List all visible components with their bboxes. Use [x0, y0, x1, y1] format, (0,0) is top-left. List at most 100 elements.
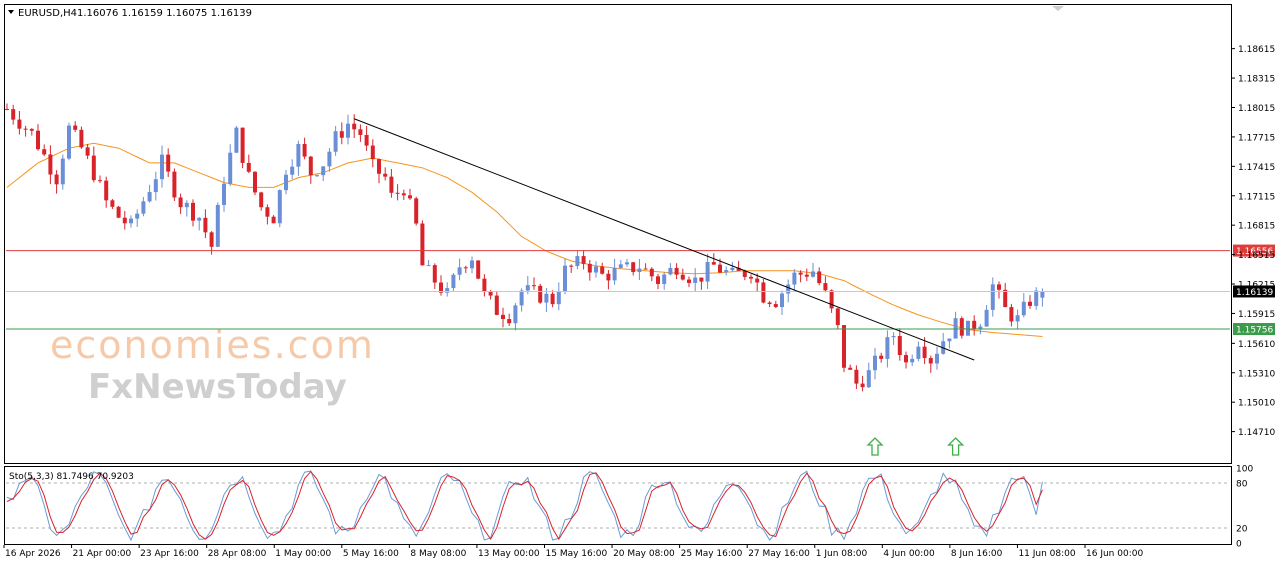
candle-body [581, 256, 586, 264]
candle-body [377, 159, 381, 174]
candle-body [439, 282, 443, 293]
candle-body [79, 129, 84, 148]
candle-body [203, 217, 208, 233]
chevron-down-icon[interactable] [8, 10, 14, 14]
candle-body [928, 357, 933, 364]
candle-body [383, 173, 388, 177]
candle-body [575, 256, 580, 266]
candle-body [823, 283, 828, 291]
candle-body [60, 158, 65, 185]
candle-body [916, 346, 921, 359]
candle-body [513, 305, 518, 324]
candle-body [724, 270, 729, 273]
candle-body [172, 171, 177, 198]
symbol-label: EURUSD,H4 [18, 8, 77, 19]
resistance-price-label: 1.16556 [1236, 247, 1273, 257]
candle-body [972, 320, 977, 330]
candle-body [507, 319, 512, 324]
candle-body [197, 217, 202, 221]
x-tick-label: 1 May 00:00 [275, 549, 331, 559]
candle-body [259, 192, 264, 208]
x-tick-label: 11 Jun 08:00 [1018, 549, 1075, 559]
candle-body [42, 149, 47, 155]
y-tick-label: 1.16815 [1238, 222, 1275, 232]
candle-body [674, 267, 679, 275]
stoch-signal-line [6, 470, 1043, 541]
candle-body [1015, 315, 1020, 322]
y-tick-label: 1.14710 [1238, 428, 1275, 438]
candle-body [780, 293, 784, 308]
candle-body [649, 268, 654, 277]
candle-body [879, 355, 884, 359]
candle-body [873, 355, 877, 371]
y-tick-label: 1.17115 [1238, 192, 1275, 202]
candle-body [501, 314, 505, 320]
candle-body [457, 267, 462, 275]
x-tick-label: 25 May 16:00 [681, 549, 743, 559]
support-price-tag [1233, 323, 1275, 336]
candle-body [17, 119, 22, 129]
candle-body [1003, 289, 1008, 308]
candle-body [525, 285, 530, 291]
candle-body [463, 267, 468, 269]
candle-body [538, 285, 543, 303]
x-tick-label: 28 Apr 08:00 [208, 549, 267, 559]
support-price-label: 1.15756 [1236, 326, 1273, 336]
candle-body [426, 265, 431, 267]
stoch-tick-label: 0 [1236, 540, 1242, 550]
candle-body [1034, 290, 1039, 306]
up-arrow-icon [866, 437, 884, 456]
candle-body [668, 267, 673, 275]
x-tick-label: 16 Jun 00:00 [1086, 549, 1143, 559]
candle-body [246, 162, 251, 172]
candle-body [48, 154, 53, 175]
candle-body [470, 260, 474, 269]
candle-body [811, 271, 815, 277]
candle-body [160, 154, 164, 180]
candle-body [141, 201, 146, 214]
y-tick-label: 1.17415 [1238, 163, 1275, 173]
x-tick-label: 23 Apr 16:00 [140, 549, 199, 559]
watermark-economies: economies.com [50, 323, 375, 367]
candle-body [637, 268, 642, 273]
y-tick-label: 1.15310 [1238, 369, 1275, 379]
candle-body [352, 123, 357, 130]
candle-body [209, 232, 214, 247]
stoch-tick-label: 100 [1236, 465, 1253, 475]
stochastic-pane-frame [4, 466, 1232, 545]
candle-body [135, 213, 140, 219]
candle-body [990, 284, 995, 310]
main-pane-frame [4, 4, 1232, 464]
candle-body [290, 166, 295, 175]
candle-body [935, 353, 939, 364]
candle-body [166, 154, 171, 172]
y-tick-label: 1.16215 [1238, 281, 1275, 291]
candle-body [104, 180, 109, 201]
candle-body [370, 145, 375, 160]
candle-body [321, 166, 326, 176]
candle-body [711, 262, 716, 265]
candle-body [569, 265, 574, 267]
x-tick-label: 8 May 08:00 [410, 549, 466, 559]
candle-body [718, 264, 722, 273]
candle-body [587, 263, 592, 273]
candle-body [854, 369, 859, 384]
candle-body [885, 337, 890, 359]
candle-body [5, 108, 9, 110]
candle-body [786, 284, 791, 294]
candle-body [866, 370, 871, 388]
candle-body [860, 383, 865, 388]
candle-body [445, 288, 450, 293]
candle-body [222, 183, 226, 205]
candle-body [153, 179, 158, 193]
candle-body [1021, 301, 1026, 316]
up-arrow-icon [947, 437, 965, 456]
chart-shift-marker-icon[interactable] [1052, 6, 1064, 11]
candle-body [953, 318, 958, 339]
y-tick-label: 1.15915 [1238, 310, 1275, 320]
candle-body [85, 147, 90, 156]
downtrend-line [354, 118, 975, 361]
ohlc-values: 1.16076 1.16159 1.16075 1.16139 [77, 8, 252, 19]
